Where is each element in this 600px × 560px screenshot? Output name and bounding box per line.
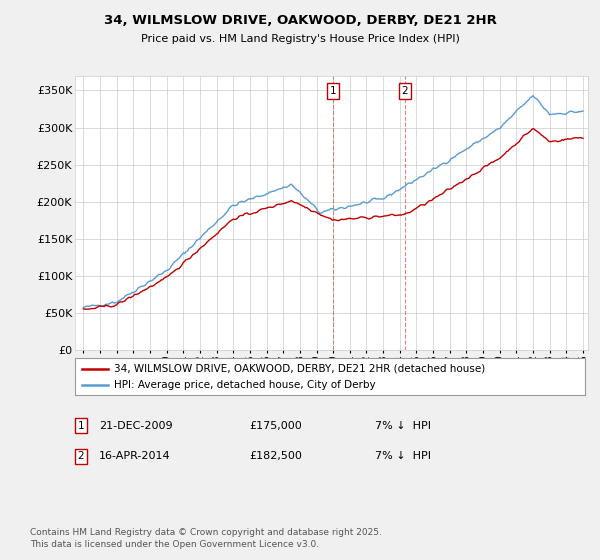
Text: 2: 2 [77, 451, 85, 461]
Text: 1: 1 [329, 86, 336, 96]
Text: £175,000: £175,000 [249, 421, 302, 431]
Text: Price paid vs. HM Land Registry's House Price Index (HPI): Price paid vs. HM Land Registry's House … [140, 34, 460, 44]
Text: 34, WILMSLOW DRIVE, OAKWOOD, DERBY, DE21 2HR: 34, WILMSLOW DRIVE, OAKWOOD, DERBY, DE21… [104, 14, 496, 27]
Text: 7% ↓  HPI: 7% ↓ HPI [375, 451, 431, 461]
Text: 1: 1 [77, 421, 85, 431]
Text: Contains HM Land Registry data © Crown copyright and database right 2025.
This d: Contains HM Land Registry data © Crown c… [30, 528, 382, 549]
Text: 7% ↓  HPI: 7% ↓ HPI [375, 421, 431, 431]
Text: £182,500: £182,500 [249, 451, 302, 461]
Text: 2: 2 [401, 86, 408, 96]
Text: 16-APR-2014: 16-APR-2014 [99, 451, 170, 461]
Text: HPI: Average price, detached house, City of Derby: HPI: Average price, detached house, City… [114, 380, 376, 390]
Text: 34, WILMSLOW DRIVE, OAKWOOD, DERBY, DE21 2HR (detached house): 34, WILMSLOW DRIVE, OAKWOOD, DERBY, DE21… [114, 363, 485, 374]
Text: 21-DEC-2009: 21-DEC-2009 [99, 421, 173, 431]
